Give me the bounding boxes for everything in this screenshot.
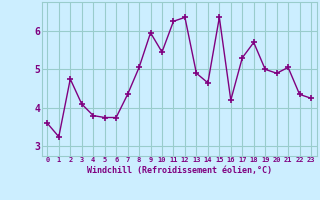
- X-axis label: Windchill (Refroidissement éolien,°C): Windchill (Refroidissement éolien,°C): [87, 166, 272, 175]
